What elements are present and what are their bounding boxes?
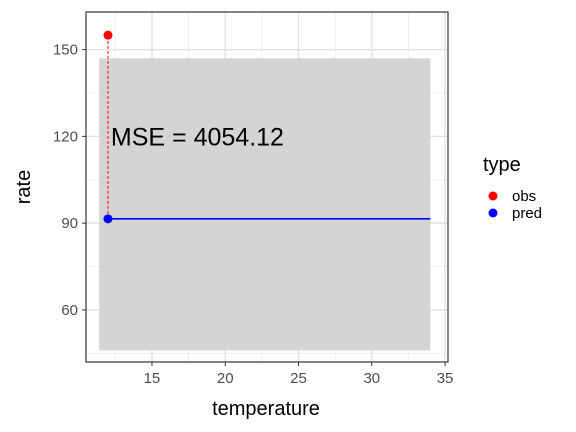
y-axis: 60 90 120 150 — [53, 42, 86, 319]
legend-key-pred — [488, 208, 498, 218]
y-tick-label: 60 — [61, 302, 78, 319]
data-points — [103, 30, 113, 224]
x-tick-label: 35 — [437, 370, 454, 387]
x-tick-label: 25 — [290, 370, 307, 387]
x-tick-label: 30 — [363, 370, 380, 387]
legend-title: type — [483, 154, 521, 176]
obs-point — [103, 30, 113, 40]
y-tick-label: 120 — [53, 128, 78, 145]
legend-label-pred: pred — [512, 205, 542, 222]
panel-border — [85, 11, 449, 363]
y-tick-label: 150 — [53, 42, 78, 59]
x-axis-title: temperature — [212, 398, 320, 420]
x-tick-label: 15 — [144, 370, 161, 387]
x-axis: 15 20 25 30 35 — [144, 362, 454, 387]
y-axis-title: rate — [13, 170, 35, 204]
mse-annotation: MSE = 4054.12 — [111, 123, 284, 151]
pred-point — [103, 214, 113, 224]
prediction-ribbon — [99, 58, 431, 351]
legend-label-obs: obs — [512, 188, 536, 205]
y-tick-label: 90 — [61, 215, 78, 232]
x-tick-label: 20 — [217, 370, 234, 387]
legend-key-obs — [488, 191, 498, 201]
